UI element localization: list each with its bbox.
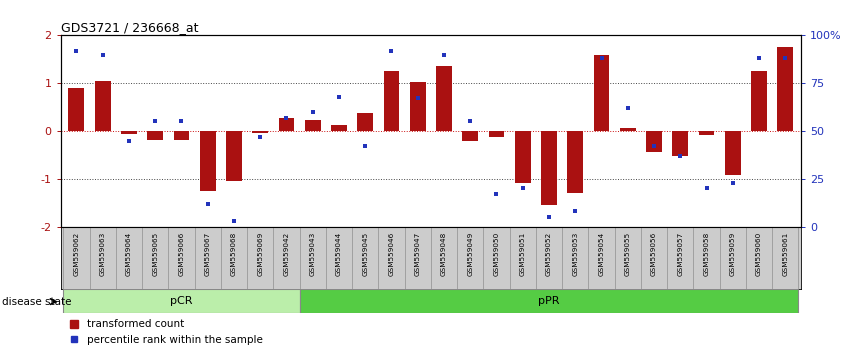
Text: GSM559060: GSM559060: [756, 232, 762, 276]
Bar: [410, 82, 425, 131]
Bar: [620, 128, 636, 131]
Text: GSM559051: GSM559051: [520, 232, 526, 276]
Bar: [331, 125, 346, 131]
Bar: [672, 131, 688, 156]
Bar: [567, 131, 583, 193]
Text: GSM559053: GSM559053: [572, 232, 578, 276]
Text: GDS3721 / 236668_at: GDS3721 / 236668_at: [61, 21, 198, 34]
Text: GSM559046: GSM559046: [389, 232, 394, 276]
Text: GSM559044: GSM559044: [336, 232, 342, 276]
Text: GSM559045: GSM559045: [362, 232, 368, 276]
Legend: transformed count, percentile rank within the sample: transformed count, percentile rank withi…: [66, 315, 267, 349]
Text: GSM559047: GSM559047: [415, 232, 421, 276]
Bar: [541, 131, 557, 205]
Text: GSM559066: GSM559066: [178, 232, 184, 276]
Bar: [252, 131, 268, 133]
Text: GSM559057: GSM559057: [677, 232, 683, 276]
Text: GSM559064: GSM559064: [126, 232, 132, 276]
Bar: [751, 71, 767, 131]
Bar: [462, 131, 478, 142]
Bar: [593, 55, 610, 131]
Bar: [515, 131, 531, 183]
Bar: [63, 289, 300, 313]
Bar: [358, 113, 373, 131]
Bar: [436, 67, 452, 131]
Text: GSM559068: GSM559068: [231, 232, 237, 276]
Text: pPR: pPR: [539, 296, 559, 306]
Bar: [305, 120, 320, 131]
Bar: [725, 131, 740, 175]
Text: GSM559062: GSM559062: [74, 232, 80, 276]
Text: GSM559069: GSM559069: [257, 232, 263, 276]
Bar: [699, 131, 714, 135]
Bar: [646, 131, 662, 153]
Bar: [121, 131, 137, 134]
Bar: [488, 131, 504, 137]
Text: GSM559055: GSM559055: [624, 232, 630, 276]
Text: pCR: pCR: [170, 296, 192, 306]
Text: GSM559065: GSM559065: [152, 232, 158, 276]
Bar: [200, 131, 216, 191]
Text: GSM559049: GSM559049: [468, 232, 473, 276]
Text: GSM559067: GSM559067: [204, 232, 210, 276]
Text: GSM559042: GSM559042: [283, 232, 289, 276]
Bar: [279, 118, 294, 131]
Text: GSM559050: GSM559050: [494, 232, 500, 276]
Text: GSM559052: GSM559052: [546, 232, 552, 276]
Text: GSM559054: GSM559054: [598, 232, 604, 276]
Bar: [384, 71, 399, 131]
Bar: [94, 81, 111, 131]
Text: disease state: disease state: [2, 297, 71, 307]
Text: GSM559063: GSM559063: [100, 232, 106, 276]
Bar: [173, 131, 190, 139]
Text: GSM559059: GSM559059: [730, 232, 736, 276]
Text: GSM559058: GSM559058: [703, 232, 709, 276]
Text: GSM559061: GSM559061: [782, 232, 788, 276]
Bar: [300, 289, 798, 313]
Bar: [226, 131, 242, 181]
Text: GSM559056: GSM559056: [651, 232, 657, 276]
Text: GSM559048: GSM559048: [441, 232, 447, 276]
Bar: [147, 131, 163, 139]
Text: GSM559043: GSM559043: [310, 232, 316, 276]
Bar: [68, 88, 84, 131]
Bar: [778, 47, 793, 131]
